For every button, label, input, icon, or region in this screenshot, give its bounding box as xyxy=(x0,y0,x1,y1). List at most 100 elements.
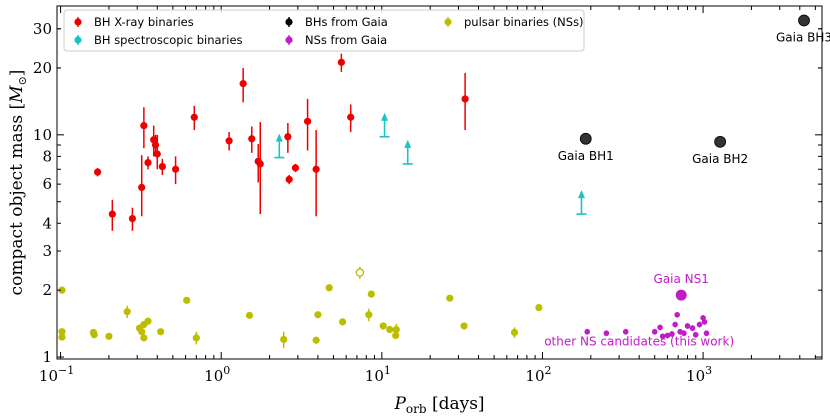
y-tick-label: 2 xyxy=(42,281,52,299)
xrb-point xyxy=(337,58,345,66)
x-tick-exponent: 1 xyxy=(384,364,391,377)
gaia-bh-label: Gaia BH1 xyxy=(558,149,614,163)
x-axis-title-sub: orb xyxy=(406,402,427,416)
legend-marker xyxy=(285,18,293,26)
ns-candidate-point xyxy=(674,311,680,318)
y-tick-label: 6 xyxy=(42,175,52,193)
pulsar-point xyxy=(140,334,148,342)
gaia-ns1-point xyxy=(675,289,687,301)
ns-candidate-point xyxy=(681,330,687,337)
xrb-point xyxy=(284,133,292,141)
x-tick-exponent: 0 xyxy=(223,364,230,377)
x-axis-title-main: P xyxy=(393,394,406,414)
xrb-point xyxy=(138,183,146,192)
xrb-point xyxy=(151,141,160,149)
ns-candidate-point xyxy=(657,324,663,331)
ns-candidate-point xyxy=(684,323,691,329)
legend-marker xyxy=(74,18,82,26)
legend-label: BHs from Gaia xyxy=(305,15,388,29)
pulsar-point xyxy=(90,331,98,339)
ns-candidate-point xyxy=(659,333,666,340)
ns-candidate-point xyxy=(672,321,678,328)
pulsar-point xyxy=(105,332,113,340)
gaia-bh-point xyxy=(579,132,592,145)
pulsar-point xyxy=(280,335,288,344)
pulsar-point xyxy=(138,328,146,336)
pulsar-point xyxy=(192,334,200,342)
y-tick-label: 1 xyxy=(42,348,52,366)
legend-label: BH spectroscopic binaries xyxy=(94,33,243,47)
pulsar-point xyxy=(379,322,387,330)
ns-candidate-point xyxy=(696,321,703,328)
y-tick-label: 4 xyxy=(42,214,52,232)
x-tick-label: 101 xyxy=(365,364,391,385)
ns-candidate-point xyxy=(689,325,696,331)
ns-candidate-point xyxy=(603,330,610,337)
pulsar-point xyxy=(325,284,333,292)
xrb-point xyxy=(171,165,180,173)
ns-candidate-point xyxy=(664,332,671,339)
plot-layer xyxy=(58,14,810,348)
annotations: Gaia BH1 Gaia BH2 Gaia BH3 Gaia NS1 other NS… xyxy=(544,30,830,348)
legend-box xyxy=(63,9,585,52)
pulsar-point xyxy=(312,336,320,344)
lower-limit-arrow-head xyxy=(275,133,283,142)
pulsar-open-point xyxy=(355,268,365,277)
ns-candidate-point xyxy=(692,331,699,338)
y-tick-label: 20 xyxy=(33,59,52,77)
legend-marker xyxy=(444,18,452,26)
lower-limit-arrow-head xyxy=(381,112,389,121)
ns-candidate-point xyxy=(701,319,708,325)
pulsar-point xyxy=(58,328,66,336)
pulsar-point xyxy=(392,331,400,340)
y-axis-title-end: ] xyxy=(7,70,27,77)
xrb-point xyxy=(303,117,312,125)
pulsar-point xyxy=(58,333,66,341)
legend-marker xyxy=(74,36,82,44)
ns-candidate-point xyxy=(703,330,710,337)
legend: BH X-ray binaries BH spectroscopic binari… xyxy=(63,9,585,52)
pulsar-point xyxy=(460,322,468,330)
y-axis-title-main: compact object mass [ xyxy=(7,103,27,296)
x-axis-title-rest: [days] xyxy=(427,394,485,414)
x-tick-label: 10−1 xyxy=(39,364,74,385)
pulsar-point xyxy=(510,328,519,337)
pulsar-point xyxy=(339,318,347,326)
gaia-bh-label: Gaia BH3 xyxy=(776,30,830,44)
gaia-bh-point xyxy=(714,135,727,148)
y-tick-label: 10 xyxy=(33,126,52,144)
pulsar-point xyxy=(446,294,454,302)
xrb-point xyxy=(158,162,166,171)
xrb-point xyxy=(285,175,293,184)
xrb-point xyxy=(256,160,264,168)
y-tick-label: 8 xyxy=(42,147,52,165)
plot-frame xyxy=(56,5,823,360)
pulsar-point xyxy=(58,286,66,294)
xrb-point xyxy=(190,113,198,121)
pulsar-point xyxy=(314,311,322,319)
x-tick-exponent: −1 xyxy=(58,364,74,377)
ns-candidate-point xyxy=(651,328,658,335)
legend-label: BH X-ray binaries xyxy=(94,15,194,29)
y-tick-label: 30 xyxy=(33,20,52,38)
x-tick-exponent: 2 xyxy=(545,364,552,377)
pulsar-point xyxy=(392,325,400,334)
legend-marker xyxy=(285,36,293,44)
xrb-point xyxy=(347,113,355,121)
y-axis-title: compact object mass [M⊙] xyxy=(7,70,29,296)
x-tick-exponent: 3 xyxy=(705,364,712,377)
pulsar-point xyxy=(245,311,254,319)
xrb-point xyxy=(153,150,161,158)
xrb-point xyxy=(108,210,116,218)
xrb-point xyxy=(140,122,148,130)
gaia-ns1-label: Gaia NS1 xyxy=(654,272,709,286)
x-axis-title: Porb [days] xyxy=(393,394,484,416)
lower-limit-arrow-head xyxy=(577,190,585,199)
pulsar-point xyxy=(157,328,165,336)
x-tick-label: 102 xyxy=(525,364,551,385)
ns-candidate-point xyxy=(584,328,591,335)
xrb-point xyxy=(128,214,137,223)
xrb-point xyxy=(239,80,247,88)
